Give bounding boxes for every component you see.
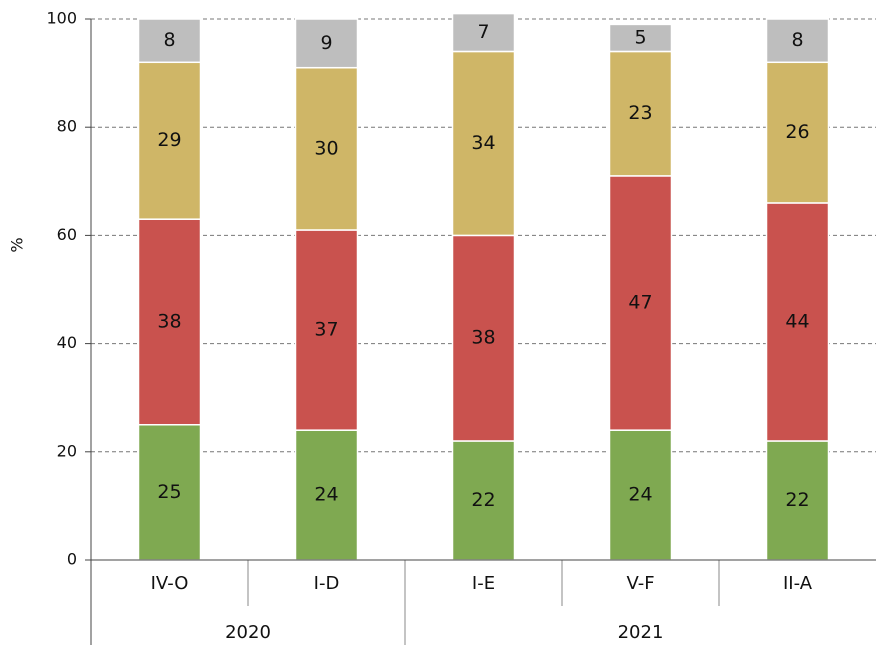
data-label: 7 [477, 21, 489, 43]
data-label: 37 [314, 319, 338, 341]
y-axis-label: % [8, 237, 27, 252]
group-label: 2020 [225, 622, 271, 643]
data-label: 23 [628, 102, 652, 124]
bar-segment [451, 50, 516, 237]
data-label: 5 [634, 26, 646, 48]
x-tick-label: II-A [783, 573, 813, 594]
bar-segment [608, 429, 673, 561]
bar-segment [608, 50, 673, 177]
bar-segment [294, 66, 359, 231]
x-tick-label: I-D [314, 573, 340, 594]
y-tick-label: 80 [57, 117, 77, 136]
bar-segment [451, 440, 516, 561]
bar-segment [451, 234, 516, 442]
data-label: 34 [471, 132, 495, 154]
bar-segment [294, 18, 359, 69]
data-label: 38 [471, 327, 495, 349]
data-label: 22 [785, 489, 809, 511]
data-label: 38 [157, 310, 181, 332]
x-tick-label: V-F [626, 573, 654, 594]
data-label: 22 [471, 489, 495, 511]
bar-segment [765, 202, 830, 442]
x-tick-label: I-E [472, 573, 495, 594]
bar-segment [137, 18, 202, 64]
bar-segment [608, 23, 673, 53]
data-label: 44 [785, 310, 809, 332]
bar-segment [765, 18, 830, 64]
data-label: 24 [628, 484, 652, 506]
bar-segment [608, 175, 673, 431]
data-label: 29 [157, 129, 181, 151]
bar-segment [765, 440, 830, 561]
data-label: 30 [314, 137, 338, 159]
data-label: 26 [785, 121, 809, 143]
data-label: 24 [314, 484, 338, 506]
bar-segment [451, 12, 516, 53]
data-label: 9 [320, 32, 332, 54]
data-label: 47 [628, 292, 652, 314]
bar-segment [765, 61, 830, 204]
bar-segment [294, 229, 359, 431]
y-tick-label: 40 [57, 333, 77, 352]
data-label: 8 [163, 29, 175, 51]
y-tick-label: 20 [57, 441, 77, 460]
group-label: 2021 [618, 622, 664, 643]
x-tick-label: IV-O [151, 573, 189, 594]
y-tick-label: 60 [57, 225, 77, 244]
data-label: 8 [791, 29, 803, 51]
data-label: 25 [157, 481, 181, 503]
y-tick-label: 100 [46, 9, 77, 28]
y-tick-label: 0 [67, 550, 77, 569]
